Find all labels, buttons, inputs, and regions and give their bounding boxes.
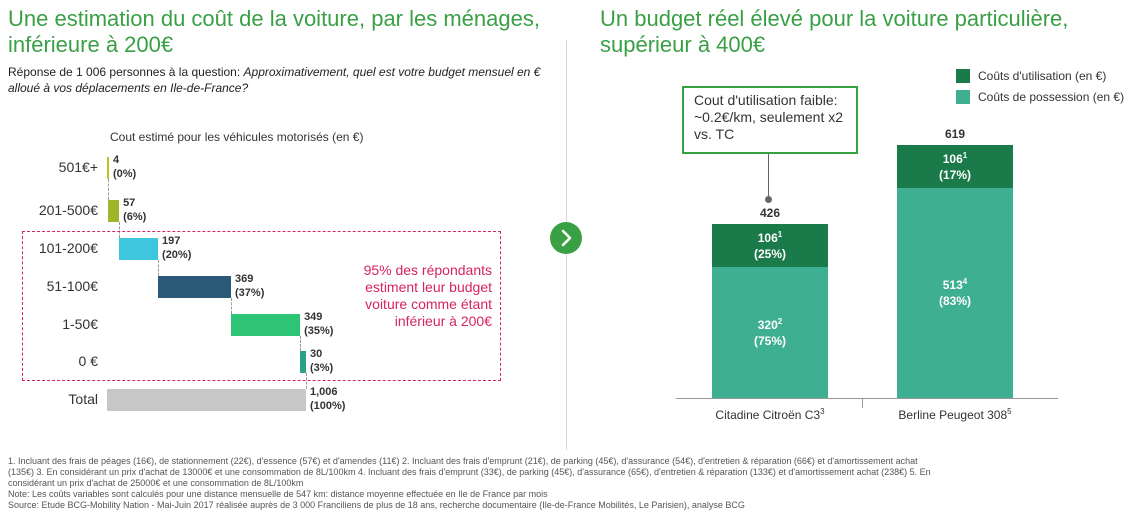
usage-value: 1061 (757, 229, 783, 245)
footnote-ref: 1 (777, 229, 783, 239)
ownership-value-label: 3202 (75%) (712, 317, 828, 349)
value-percent: (0%) (113, 168, 137, 180)
category-label: 201-500€ (38, 202, 98, 218)
usage-value-label: 1061 (25%) (712, 230, 828, 262)
ownership-percent: (75%) (753, 333, 786, 348)
waterfall-bar (300, 351, 306, 373)
value-number: 349 (304, 311, 323, 323)
ownership-bar-segment: 3202 (75%) (712, 267, 828, 398)
total-label: 426 (759, 205, 781, 220)
x-axis-line (676, 398, 1058, 399)
next-arrow-icon (550, 222, 582, 254)
legend-usage-label: Coûts d'utilisation (en €) (978, 69, 1107, 83)
category-label: 501€+ (58, 159, 98, 175)
connector-line (306, 373, 307, 389)
stacked-bar-chart: 3202 (75%) 1061 (25%) 426 Citadine Citroën C3… (676, 127, 1058, 423)
value-percent: (6%) (123, 211, 147, 223)
usage-percent: (25%) (753, 246, 786, 261)
ownership-value: 5134 (942, 277, 968, 293)
total-label: 619 (944, 127, 966, 141)
x-axis-tick (862, 398, 863, 408)
footnote-line-1: 1. Incluant des frais de péages (16€), d… (8, 456, 918, 466)
value-label: 57 (6%) (123, 196, 146, 224)
category-label: 101-200€ (38, 240, 98, 256)
category-label: 51-100€ (46, 278, 98, 294)
value-label: 1,006 (100%) (310, 385, 345, 413)
footnote-source: Source: Etude BCG-Mobility Nation - Mai-… (8, 500, 745, 510)
waterfall-bar (107, 157, 109, 179)
value-number: 197 (162, 235, 181, 247)
usage-percent: (17%) (938, 167, 971, 182)
value-percent: (3%) (310, 362, 334, 374)
category-label: 0 € (78, 353, 98, 369)
value-percent: (100%) (310, 400, 346, 412)
usage-bar-segment: 1061 (25%) (712, 223, 828, 268)
waterfall-chart: 501€+ 4 (0%) 201-500€ 57 (6%) 101-200€ 197 (20%)… (0, 0, 560, 430)
question-prefix: Réponse de 1 006 personnes à la question… (8, 65, 244, 79)
connector-line (231, 298, 233, 314)
value-label: 349 (35%) (304, 310, 333, 338)
value-percent: (37%) (235, 287, 265, 299)
connector-line (107, 179, 109, 200)
category-label: Total (68, 391, 98, 407)
value-percent: (35%) (304, 325, 334, 337)
connector-line (158, 260, 160, 276)
waterfall-bar (119, 238, 159, 260)
under-200-highlight-box (22, 231, 501, 381)
footnote-ref: 2 (777, 316, 783, 326)
value-label: 4 (0%) (113, 153, 136, 181)
category-label: 1-50€ (62, 316, 98, 332)
value-number: 30 (310, 348, 323, 360)
footnote-line-3: considérant un prix d'achat de 25000€ et… (8, 478, 304, 488)
legend-ownership-swatch (956, 90, 970, 104)
ownership-value-label: 5134 (83%) (897, 277, 1013, 309)
category-label: Berline Peugeot 3085 (898, 407, 1012, 423)
usage-cost-callout: Cout d'utilisation faible: ~0.2€/km, seu… (682, 86, 858, 154)
category-label: Citadine Citroën C33 (715, 407, 825, 423)
legend-ownership-label: Coûts de possession (en €) (978, 90, 1125, 104)
value-number: 369 (235, 273, 254, 285)
footnote-ref: 3 (820, 407, 825, 416)
connector-line (300, 336, 302, 351)
ownership-value: 3202 (757, 316, 783, 332)
footnote-ref: 4 (962, 277, 968, 287)
ownership-percent: (83%) (938, 294, 971, 309)
left-title: Une estimation du coût de la voiture, pa… (8, 6, 540, 57)
callout-connector (768, 154, 769, 198)
footnote-ref: 5 (1007, 407, 1012, 416)
right-title: Un budget réel élevé pour la voiture par… (600, 6, 1069, 57)
ownership-bar-segment: 5134 (83%) (897, 188, 1013, 398)
waterfall-bar (158, 276, 232, 298)
value-label: 197 (20%) (162, 234, 191, 262)
footnotes: 1. Incluant des frais de péages (16€), d… (8, 456, 1138, 511)
waterfall-bar (107, 200, 120, 222)
footnote-note: Note: Les coûts variables sont calculés … (8, 489, 548, 499)
survey-question: Réponse de 1 006 personnes à la question… (8, 64, 548, 96)
value-label: 30 (3%) (310, 347, 333, 375)
connector-line (119, 222, 121, 238)
footnote-ref: 1 (962, 150, 968, 160)
waterfall-bar (231, 314, 301, 336)
callout-dot (765, 196, 772, 203)
value-number: 1,006 (310, 386, 338, 398)
question-text: Approximativement, quel est votre budget… (8, 65, 541, 95)
usage-value-label: 1061 (17%) (897, 151, 1013, 183)
value-number: 4 (113, 154, 120, 166)
value-label: 369 (37%) (235, 272, 264, 300)
left-axis-title: Cout estimé pour les véhicules motorisés… (110, 130, 364, 144)
usage-bar-segment: 1061 (17%) (897, 145, 1013, 189)
under-200-callout: 95% des répondants estiment leur budget … (363, 262, 492, 329)
value-number: 57 (123, 197, 136, 209)
usage-value: 1061 (942, 150, 968, 166)
value-percent: (20%) (162, 249, 192, 261)
footnote-line-2: (135€) 3. En considérant un prix d'achat… (8, 467, 931, 477)
legend-usage-swatch (956, 69, 970, 83)
waterfall-bar (107, 389, 306, 411)
